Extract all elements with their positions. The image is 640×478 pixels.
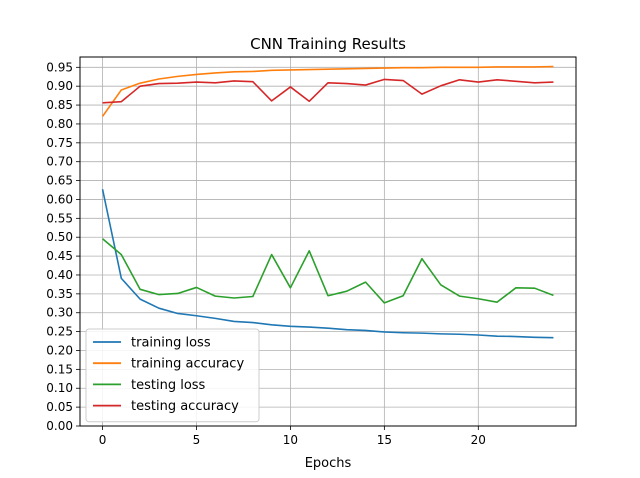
y-tick-label: 0.35	[46, 287, 73, 301]
legend-label: training loss	[131, 336, 211, 351]
y-tick-label: 0.75	[46, 136, 73, 150]
y-tick-label: 0.65	[46, 174, 73, 188]
legend-box	[85, 328, 260, 423]
y-tick-label: 0.55	[46, 211, 73, 225]
x-tick-label: 0	[99, 433, 107, 447]
y-tick-label: 0.30	[46, 306, 73, 320]
y-tick-label: 0.45	[46, 249, 73, 263]
y-tick-label: 0.50	[46, 230, 73, 244]
y-tick-label: 0.20	[46, 343, 73, 357]
series-line-training-accuracy	[101, 65, 554, 117]
legend: training loss training accuracy testing lo…	[85, 328, 260, 423]
y-tick-label: 0.70	[46, 155, 73, 169]
y-tick-label: 0.40	[46, 268, 73, 282]
x-axis-label: Epochs	[305, 456, 352, 471]
y-tick-label: 0.00	[46, 419, 73, 433]
series-line-training-loss	[101, 189, 554, 339]
series-lines	[101, 65, 554, 339]
x-axis: 0 5 10 15 20	[99, 426, 486, 447]
y-tick-label: 0.80	[46, 117, 73, 131]
y-tick-label: 0.05	[46, 400, 73, 414]
y-tick-label: 0.10	[46, 381, 73, 395]
y-tick-label: 0.95	[46, 60, 73, 74]
x-tick-label: 5	[193, 433, 201, 447]
legend-label: testing loss	[131, 378, 206, 393]
y-tick-label: 0.60	[46, 192, 73, 206]
plot-frame	[79, 56, 577, 427]
legend-label: training accuracy	[131, 357, 244, 372]
y-tick-label: 0.25	[46, 325, 73, 339]
y-tick-label: 0.90	[46, 79, 73, 93]
y-axis: 0.00 0.05 0.10 0.15 0.20 0.25 0.30 0.35 0.40 0.45…	[46, 60, 80, 433]
series-line-testing-accuracy	[102, 78, 554, 104]
legend-label: testing accuracy	[131, 399, 239, 414]
y-tick-label: 0.85	[46, 98, 73, 112]
x-tick-label: 15	[377, 433, 392, 447]
series-line-testing-loss	[102, 238, 554, 304]
y-tick-label: 0.15	[46, 362, 73, 376]
x-tick-label: 20	[471, 433, 486, 447]
chart-title: CNN Training Results	[250, 35, 406, 53]
x-tick-label: 10	[283, 433, 298, 447]
